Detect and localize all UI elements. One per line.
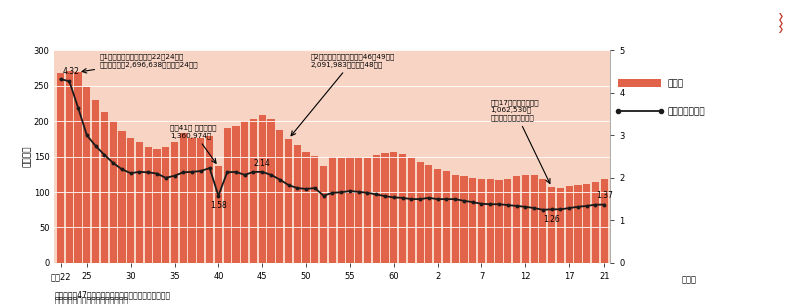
Bar: [189, 138, 196, 263]
Bar: [258, 115, 266, 263]
Bar: [127, 138, 134, 263]
Bar: [399, 154, 406, 263]
Bar: [162, 147, 170, 263]
Bar: [583, 184, 590, 263]
Bar: [495, 180, 502, 263]
Bar: [223, 128, 230, 263]
Bar: [566, 186, 573, 263]
Bar: [171, 142, 178, 263]
Bar: [145, 147, 152, 263]
Text: 出生数: 出生数: [667, 79, 683, 88]
Bar: [250, 119, 257, 263]
Bar: [522, 175, 529, 263]
Bar: [557, 188, 564, 263]
FancyBboxPatch shape: [618, 79, 661, 87]
Bar: [592, 182, 599, 263]
Bar: [118, 131, 126, 263]
Bar: [214, 167, 222, 263]
Text: （年）: （年）: [682, 275, 697, 284]
Bar: [601, 178, 608, 263]
Bar: [451, 175, 458, 263]
Text: 1.26: 1.26: [543, 215, 560, 224]
Bar: [548, 187, 555, 263]
Text: 資料：厚生労働省「人口動態統計」: 資料：厚生労働省「人口動態統計」: [54, 296, 128, 304]
Bar: [83, 87, 90, 263]
Bar: [443, 171, 450, 263]
Bar: [101, 112, 108, 263]
Bar: [180, 133, 187, 263]
Text: 図表2   出生数及び合計特殊出生率の年次推移: 図表2 出生数及び合計特殊出生率の年次推移: [12, 19, 166, 32]
Text: 4.32: 4.32: [62, 67, 79, 76]
Bar: [294, 145, 301, 263]
Bar: [426, 165, 433, 263]
Bar: [232, 126, 239, 263]
Bar: [57, 73, 64, 263]
Y-axis label: （万人）: （万人）: [23, 146, 32, 167]
Text: 第2次ベビーブーム（昭和46～49年）
2,091,983人（昭和48年）: 第2次ベビーブーム（昭和46～49年） 2,091,983人（昭和48年）: [291, 54, 395, 136]
Bar: [417, 161, 424, 263]
Bar: [539, 178, 546, 263]
Bar: [311, 156, 318, 263]
Bar: [460, 176, 467, 263]
Text: 第1次ベビーブーム（昭和22～24年）
最高の出生数2,696,638人（昭和24年）: 第1次ベビーブーム（昭和22～24年） 最高の出生数2,696,638人（昭和2…: [82, 54, 198, 73]
Bar: [198, 138, 205, 263]
Bar: [346, 157, 354, 263]
Bar: [92, 100, 99, 263]
Text: 1.58: 1.58: [210, 201, 226, 210]
Bar: [329, 157, 336, 263]
Bar: [355, 157, 362, 263]
Text: 合計特殊出生率: 合計特殊出生率: [667, 107, 705, 116]
Bar: [530, 175, 538, 263]
Bar: [338, 158, 345, 263]
Bar: [320, 167, 327, 263]
Bar: [469, 178, 476, 263]
Text: （注）昭和47年以前の数値には沖縄県は含まれない。: （注）昭和47年以前の数値には沖縄県は含まれない。: [54, 290, 170, 299]
Bar: [382, 153, 389, 263]
Bar: [486, 179, 494, 263]
Text: data: data: [736, 30, 759, 40]
Bar: [206, 136, 214, 263]
Bar: [574, 185, 582, 263]
Bar: [390, 152, 398, 263]
Bar: [302, 152, 310, 263]
Bar: [478, 178, 485, 263]
Bar: [408, 158, 415, 263]
Bar: [267, 119, 274, 263]
Bar: [504, 179, 511, 263]
Bar: [285, 139, 292, 263]
Bar: [364, 158, 371, 263]
Bar: [110, 121, 117, 263]
Bar: [434, 169, 442, 263]
Bar: [66, 71, 73, 263]
Bar: [136, 142, 143, 263]
Text: 2.14: 2.14: [254, 159, 270, 168]
Text: ❯
❯
❯: ❯ ❯ ❯: [778, 13, 784, 33]
Text: 1.37: 1.37: [596, 192, 613, 200]
Bar: [373, 155, 380, 263]
Bar: [241, 121, 248, 263]
Bar: [276, 130, 283, 263]
Bar: [154, 150, 161, 263]
Text: 昭和41年 ひのえうま
1,360,974人: 昭和41年 ひのえうま 1,360,974人: [170, 125, 217, 163]
Bar: [513, 176, 520, 263]
Text: 平成17年最低の出生数
1,062,530人
最低の合計特殊出生率: 平成17年最低の出生数 1,062,530人 最低の合計特殊出生率: [490, 99, 550, 183]
Bar: [74, 72, 82, 263]
